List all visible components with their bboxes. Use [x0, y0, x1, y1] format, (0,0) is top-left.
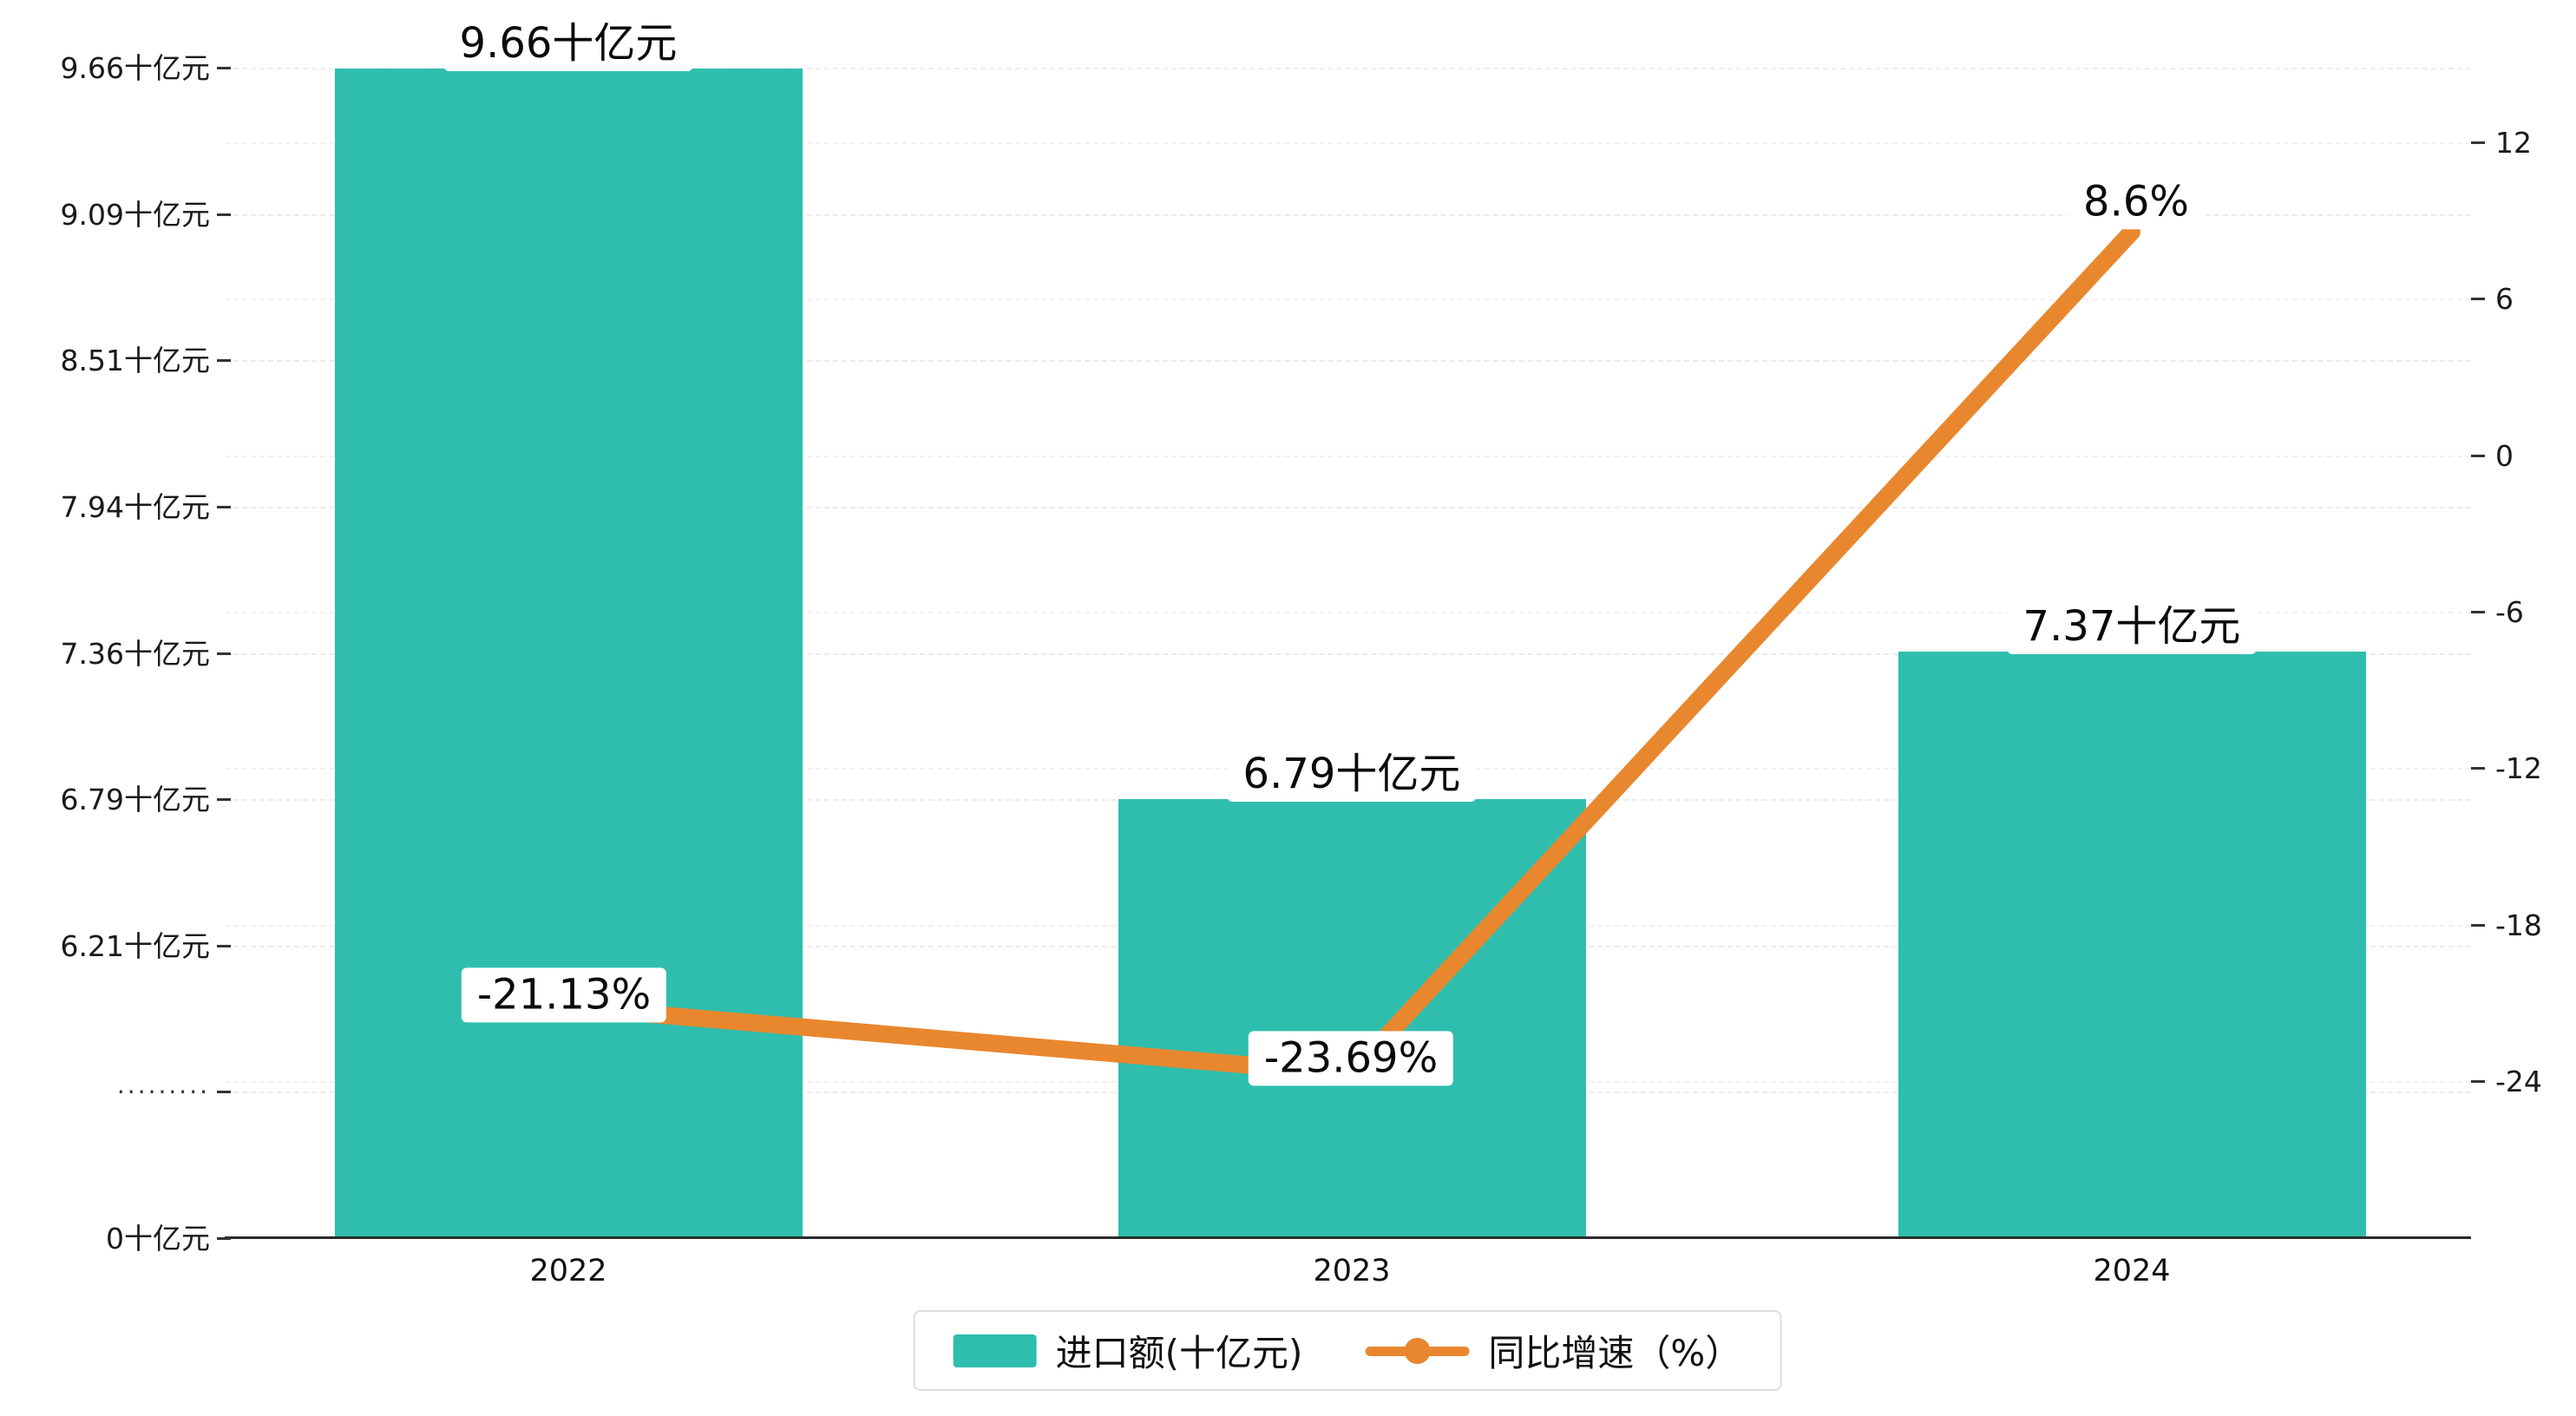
right-tick-mark	[2471, 1080, 2485, 1083]
bar-2023[interactable]	[1118, 798, 1586, 1236]
left-axis-tick-label: 8.51十亿元	[60, 344, 210, 378]
right-axis-tick-label: -12	[2495, 751, 2542, 786]
right-tick-mark	[2471, 923, 2485, 927]
gridline	[225, 652, 2471, 655]
left-tick-mark	[217, 505, 231, 508]
gridline	[225, 612, 2471, 613]
left-axis-tick-label: 9.09十亿元	[60, 197, 210, 232]
gridline	[225, 142, 2471, 144]
chart-legend: 进口额(十亿元) 同比增速（%）	[913, 1310, 1782, 1391]
right-axis-tick-label: 12	[2495, 126, 2532, 160]
legend-item-import-amount[interactable]: 进口额(十亿元)	[953, 1324, 1303, 1377]
gridline	[225, 298, 2471, 301]
gridline	[225, 360, 2471, 363]
x-axis-label-2024: 2024	[2093, 1254, 2171, 1288]
left-axis-tick-label: 7.36十亿元	[60, 636, 210, 671]
bar-value-label: 7.37十亿元	[2007, 599, 2257, 654]
bar-value-label: 6.79十亿元	[1227, 746, 1477, 802]
left-tick-mark	[217, 1237, 231, 1240]
right-axis-tick-label: -24	[2495, 1065, 2542, 1098]
line-value-label: 8.6%	[2068, 174, 2205, 230]
bar-series-swatch	[953, 1334, 1037, 1367]
right-axis-tick-label: 0	[2495, 438, 2514, 473]
gridline	[225, 506, 2471, 508]
right-axis-tick-label: 6	[2495, 282, 2514, 317]
right-tick-mark	[2471, 767, 2485, 770]
line-value-label: -21.13%	[461, 967, 667, 1023]
left-tick-mark	[217, 359, 231, 363]
legend-label-yoy-growth: 同比增速（%）	[1488, 1332, 1742, 1374]
left-axis-break-dots: ·········	[116, 1078, 210, 1107]
yoy-growth-polyline	[560, 223, 2140, 1083]
left-tick-mark	[217, 213, 231, 216]
left-tick-mark	[217, 1091, 231, 1094]
gridline	[225, 213, 2471, 216]
left-tick-mark	[217, 652, 231, 655]
left-axis-tick-label: 0十亿元	[106, 1222, 210, 1255]
left-axis-tick-label: 6.21十亿元	[60, 928, 210, 963]
left-tick-mark	[217, 944, 231, 947]
bar-value-label: 9.66十亿元	[443, 16, 693, 72]
line-value-label: -23.69%	[1248, 1031, 1454, 1086]
left-tick-mark	[217, 67, 231, 69]
legend-item-yoy-growth[interactable]: 同比增速（%）	[1365, 1324, 1741, 1377]
bar-2022[interactable]	[334, 69, 803, 1236]
line-marker-dot	[1404, 1337, 1431, 1364]
legend-label-import-amount: 进口额(十亿元)	[1055, 1332, 1303, 1374]
right-tick-mark	[2471, 298, 2485, 301]
x-axis-label-2023: 2023	[1313, 1254, 1391, 1288]
right-tick-mark	[2471, 611, 2485, 613]
left-axis-tick-label: 6.79十亿元	[60, 783, 210, 817]
right-axis-tick-label: -6	[2495, 595, 2524, 629]
line-series-marker-icon	[1365, 1334, 1470, 1367]
right-tick-mark	[2471, 454, 2485, 457]
right-axis-tick-label: -18	[2495, 908, 2542, 942]
gridline	[225, 68, 2471, 69]
right-tick-mark	[2471, 141, 2485, 144]
left-axis-tick-label: 7.94十亿元	[60, 489, 210, 524]
left-axis-tick-label: 9.66十亿元	[60, 51, 210, 85]
left-tick-mark	[217, 798, 231, 802]
x-axis-line	[225, 1236, 2471, 1239]
x-axis-label-2022: 2022	[529, 1254, 607, 1288]
gridline	[225, 455, 2471, 457]
bar-2024[interactable]	[1898, 651, 2366, 1236]
